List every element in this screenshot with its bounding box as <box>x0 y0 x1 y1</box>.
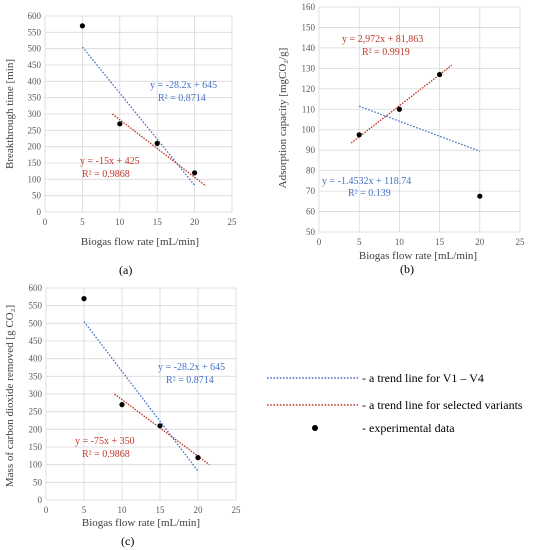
chart-c-xtick-label: 20 <box>194 505 204 515</box>
chart-c-ytick-label: 600 <box>29 283 43 293</box>
chart-c-xtick-label: 25 <box>232 505 242 515</box>
chart-c-r2-blue: R² = 0.8714 <box>166 375 214 386</box>
chart-c-ytick-label: 450 <box>29 336 43 346</box>
chart-b-trendline-red <box>350 64 453 144</box>
chart-c-xtick-label: 10 <box>118 505 128 515</box>
chart-a-data-point <box>117 121 123 127</box>
chart-b-data-point <box>477 193 483 199</box>
chart-b-ytick-label: 80 <box>306 166 316 176</box>
chart-c-xtick-label: 0 <box>44 505 49 515</box>
chart-b-ytick-label: 90 <box>306 145 316 155</box>
chart-b-ytick-label: 50 <box>306 227 316 237</box>
chart-a-ytick-label: 250 <box>28 125 42 135</box>
chart-b-equation-red: y = 2,972x + 81,863 <box>342 34 423 45</box>
chart-c-ytick-label: 550 <box>29 301 43 311</box>
chart-c-data-point <box>157 423 163 429</box>
legend-item-label: - experimental data <box>362 421 455 435</box>
chart-c-xtick-label: 15 <box>156 505 166 515</box>
chart-c-panel-label: (c) <box>121 534 134 548</box>
chart-c-ytick-label: 150 <box>29 442 43 452</box>
chart-b-data-point <box>437 71 443 78</box>
chart-a-ytick-label: 50 <box>32 191 42 201</box>
chart-a-ytick-label: 150 <box>28 158 42 168</box>
chart-a-ytick-label: 100 <box>28 174 42 184</box>
chart-a-equation-blue: y = -28.2x + 645 <box>150 80 217 91</box>
chart-c-ytick-label: 500 <box>29 318 43 328</box>
chart-a-xtick-label: 5 <box>80 217 85 227</box>
chart-c-x-axis-label: Biogas flow rate [mL/min] <box>82 517 200 529</box>
chart-c-trendline-blue <box>83 321 199 472</box>
chart-c-ytick-label: 300 <box>29 389 43 399</box>
chart-a-panel-label: (a) <box>119 263 132 277</box>
chart-b-panel-label: (b) <box>400 262 414 276</box>
chart-c-data-point <box>195 455 201 461</box>
chart-c-equation-red: y = -75x + 350 <box>75 436 135 447</box>
chart-b-ytick-label: 60 <box>306 207 316 217</box>
chart-c-ytick-label: 0 <box>38 495 43 505</box>
chart-a-xtick-label: 10 <box>115 217 125 227</box>
chart-b-xtick-label: 5 <box>357 237 362 247</box>
chart-c-xtick-label: 5 <box>82 505 87 515</box>
chart-c-data-point <box>81 296 87 302</box>
chart-a-xtick-label: 15 <box>153 217 163 227</box>
chart-c-ytick-label: 250 <box>29 407 43 417</box>
chart-a-ytick-label: 400 <box>28 76 42 86</box>
chart-c-trendline-red <box>114 393 210 466</box>
chart-a-trendline-red <box>111 113 207 187</box>
chart-b-ytick-label: 120 <box>302 84 316 94</box>
chart-b-xtick-label: 15 <box>435 237 445 247</box>
chart-b-ytick-label: 70 <box>306 186 316 196</box>
chart-c-equation-blue: y = -28.2x + 645 <box>158 362 225 373</box>
chart-b-data-point <box>396 106 402 112</box>
legend-item-label: - a trend line for selected variants <box>362 398 523 412</box>
chart-c-ytick-label: 350 <box>29 371 43 381</box>
chart-b-equation-blue: y = -1.4532x + 118.74 <box>322 176 411 187</box>
chart-b-ytick-label: 110 <box>302 104 316 114</box>
chart-a-data-point <box>154 140 160 146</box>
chart-b-ytick-label: 100 <box>302 125 316 135</box>
chart-a-ytick-label: 600 <box>28 11 42 21</box>
chart-a-data-point <box>79 23 85 29</box>
chart-a-xtick-label: 20 <box>190 217 200 227</box>
chart-a-ytick-label: 0 <box>37 207 42 217</box>
chart-c-ytick-label: 50 <box>33 477 43 487</box>
chart-b-ytick-label: 140 <box>302 43 316 53</box>
chart-a-y-axis-label: Breakthrough time [min] <box>4 59 16 169</box>
chart-b-r2-blue: R² = 0.139 <box>348 188 391 199</box>
chart-c-r2-red: R² = 0.9868 <box>82 449 130 460</box>
chart-b-y-axis-label: Adsorption capacity [mgCO₂/g] <box>277 48 289 189</box>
chart-c-ytick-label: 200 <box>29 424 43 434</box>
chart-a-data-point <box>192 170 198 176</box>
chart-c-data-point <box>119 402 125 408</box>
chart-b-r2-red: R² = 0.9919 <box>362 47 410 58</box>
chart-a-ytick-label: 350 <box>28 93 42 103</box>
chart-a-x-axis-label: Biogas flow rate [mL/min] <box>81 236 199 248</box>
chart-a-equation-red: y = -15x + 425 <box>80 156 140 167</box>
chart-c-ytick-label: 400 <box>29 354 43 364</box>
chart-c-y-axis-label: Mass of carbon dioxide removed [g CO₂] <box>4 305 16 487</box>
chart-a-ytick-label: 450 <box>28 60 42 70</box>
chart-a-ytick-label: 500 <box>28 44 42 54</box>
chart-b-ytick-label: 150 <box>302 22 316 32</box>
chart-a-ytick-label: 550 <box>28 27 42 37</box>
chart-b-ytick-label: 160 <box>302 2 316 12</box>
legend-marker-experimental-data <box>312 425 318 431</box>
chart-b-xtick-label: 0 <box>317 237 322 247</box>
chart-b-xtick-label: 25 <box>516 237 526 247</box>
chart-b-ytick-label: 130 <box>302 63 316 73</box>
chart-a-ytick-label: 300 <box>28 109 42 119</box>
chart-a-r2-blue: R² = 0.8714 <box>158 93 206 104</box>
chart-b-x-axis-label: Biogas flow rate [mL/min] <box>359 250 477 262</box>
chart-b-xtick-label: 20 <box>475 237 485 247</box>
chart-c-ytick-label: 100 <box>29 460 43 470</box>
chart-b-xtick-label: 10 <box>395 237 405 247</box>
chart-b-trendline-blue <box>358 105 481 152</box>
chart-a-xtick-label: 0 <box>43 217 48 227</box>
chart-a-r2-red: R² = 0.9868 <box>82 169 130 180</box>
legend-item-label: - a trend line for V1 – V4 <box>362 371 484 385</box>
chart-b-data-point <box>356 132 362 138</box>
chart-a-xtick-label: 25 <box>228 217 238 227</box>
chart-a-ytick-label: 200 <box>28 142 42 152</box>
